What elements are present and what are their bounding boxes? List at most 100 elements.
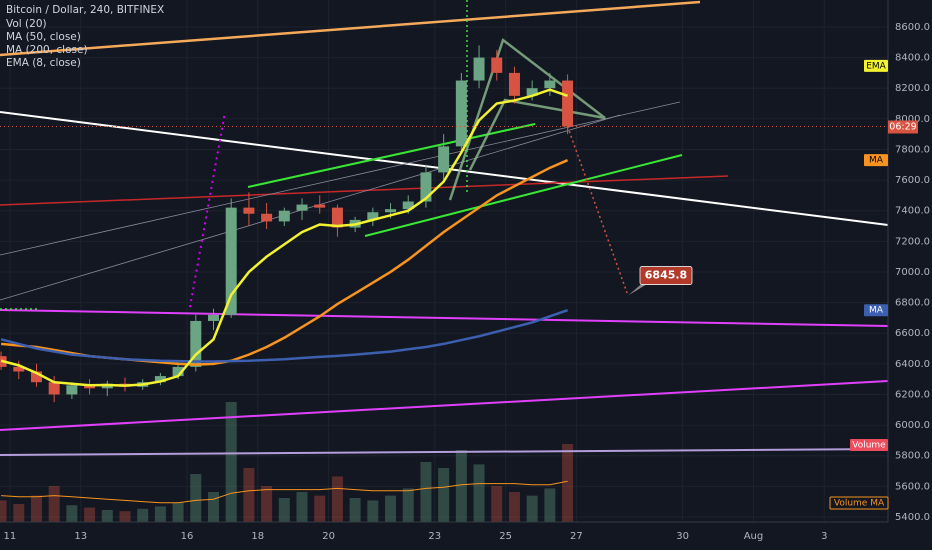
volume-ma	[1, 480, 568, 504]
candle-body	[526, 88, 538, 96]
volume-bar	[208, 492, 220, 522]
x-tick-label: 23	[428, 531, 441, 542]
countdown: 06:29	[889, 121, 916, 132]
axis-tag	[888, 120, 918, 134]
candle-body	[314, 204, 326, 208]
volume-bar	[261, 486, 273, 522]
x-tick-label: 18	[251, 531, 264, 542]
candles	[0, 45, 574, 403]
y-tick-label: 6600.0	[895, 328, 930, 339]
channel-line	[364, 154, 683, 237]
volume-bar	[84, 507, 96, 522]
volume-bar	[491, 486, 503, 522]
volume-bar	[314, 495, 326, 522]
x-tick-label: 30	[676, 531, 689, 542]
axis-tag-label: Volume MA	[834, 499, 885, 509]
candle-body	[508, 72, 520, 96]
grid	[0, 0, 888, 522]
volume-bar	[172, 502, 184, 522]
candle-body	[261, 213, 273, 222]
y-tick-label: 5600.0	[895, 481, 930, 492]
axis-tag	[829, 496, 889, 510]
candle-body	[66, 385, 78, 395]
trend-line	[0, 448, 889, 456]
y-tick-label: 7800.0	[895, 144, 930, 155]
candle-body	[420, 172, 432, 202]
legend-entry: EMA (8, close)	[6, 57, 81, 69]
axis-tag	[864, 304, 888, 317]
y-tick-label: 5800.0	[895, 451, 930, 462]
x-tick-label: 13	[74, 531, 87, 542]
axis-tag-label: MA	[869, 306, 884, 316]
candle-body	[48, 382, 60, 395]
legend-entry: Vol (20)	[6, 18, 47, 30]
target-box	[639, 266, 693, 285]
x-tick-label: 16	[181, 531, 194, 542]
y-tick-label: 7000.0	[895, 267, 930, 278]
candle-body	[208, 314, 220, 321]
volume-bar	[137, 508, 149, 522]
candle-body	[491, 57, 503, 73]
y-tick-label: 6200.0	[895, 389, 930, 400]
candle-body	[402, 201, 414, 210]
indicator-line	[0, 309, 568, 363]
candle-body	[385, 209, 397, 213]
volume-bar	[367, 500, 379, 522]
x-tick-label: 3	[821, 531, 827, 542]
candle-body	[243, 207, 255, 214]
volume-bar	[349, 498, 361, 522]
candle-body	[30, 371, 42, 383]
candle-body	[13, 366, 25, 372]
volume-bar	[473, 464, 485, 522]
volume-bar	[243, 468, 255, 522]
indicator-line	[0, 88, 568, 387]
x-tick-label: 27	[570, 531, 583, 542]
y-tick-label: 8200.0	[895, 83, 930, 94]
indicators	[0, 88, 569, 387]
candle-body	[544, 80, 556, 89]
volume-bar	[544, 488, 556, 522]
x-tick-label: Aug	[744, 531, 764, 542]
y-tick-label: 8600.0	[895, 22, 930, 33]
candle-body	[278, 210, 290, 222]
volume-bar	[331, 476, 343, 522]
volume-bar	[438, 468, 450, 522]
y-tick-label: 7600.0	[895, 175, 930, 186]
volume-bar	[508, 492, 520, 522]
trend-line	[0, 309, 889, 327]
legend-entry: MA (50, close)	[6, 31, 81, 43]
volume-bar	[385, 495, 397, 522]
y-tick-label: 7400.0	[895, 206, 930, 217]
axis-tag	[850, 439, 888, 451]
x-tick-label: 25	[499, 531, 512, 542]
volume-bar	[48, 486, 60, 522]
volume-bar	[101, 510, 113, 522]
candle-body	[562, 80, 574, 127]
candle-body	[331, 207, 343, 228]
candle-body	[172, 366, 184, 377]
trend-line	[0, 380, 889, 431]
y-tick-label: 8400.0	[895, 53, 930, 64]
chart-title: Bitcoin / Dollar, 240, BITFINEX	[6, 4, 164, 16]
volume-pane	[0, 402, 574, 522]
volume-bar	[154, 506, 166, 522]
candle-body	[154, 376, 166, 383]
candle-body	[225, 207, 237, 315]
candle-body	[438, 146, 450, 173]
axis-tag	[864, 154, 888, 167]
volume-bar	[455, 450, 467, 522]
volume-bar	[225, 402, 237, 522]
volume-bar	[0, 500, 7, 522]
y-tick-label: 6400.0	[895, 359, 930, 370]
volume-bar	[190, 474, 202, 522]
trend-line	[0, 0, 701, 57]
y-tick-label: 7200.0	[895, 236, 930, 247]
volume-bar	[278, 498, 290, 522]
volume-bar	[30, 495, 42, 522]
candle-body	[455, 80, 467, 147]
candle-body	[473, 57, 485, 81]
volume-bar	[66, 505, 78, 522]
candle-body	[84, 385, 96, 389]
trend-line	[0, 114, 621, 301]
